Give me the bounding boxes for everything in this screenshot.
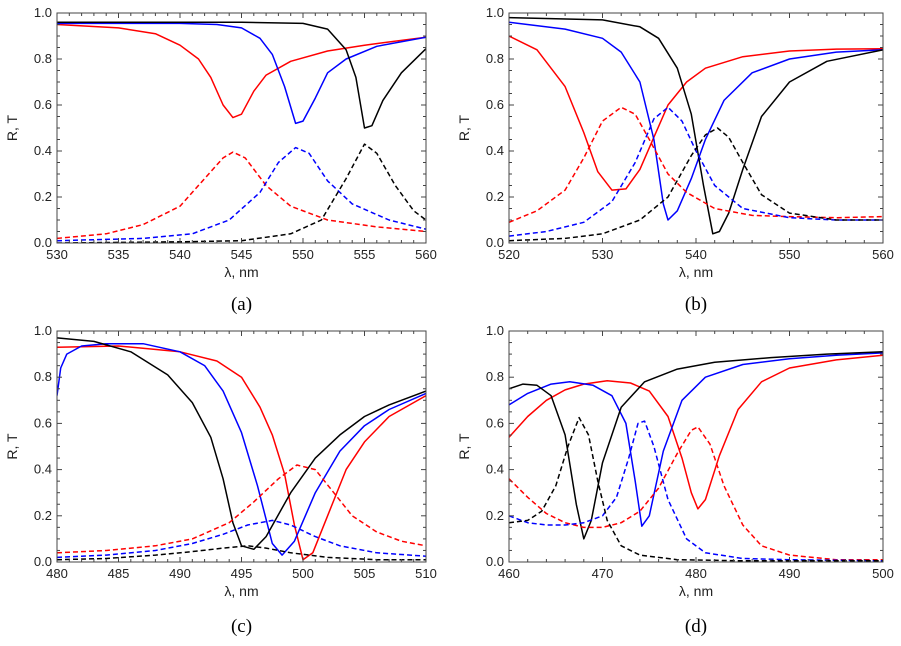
panel-a-y-tick-label: 0.0: [34, 235, 52, 250]
panel-a-series-0-solid-line: [57, 23, 426, 119]
panel-d-series-4-dashed-line: [509, 420, 883, 562]
panel-a-x-tick-label: 550: [292, 247, 314, 262]
panel-a-x-tick-label: 540: [169, 247, 191, 262]
panel-c-series-4-dashed-line: [57, 519, 426, 559]
panel-d-y-tick-label: 0.0: [486, 554, 504, 569]
panel-d-label: (d): [685, 616, 707, 637]
panel-d: 460 470 480 490 500 0.0 0.2 0.4 0.6 0.8 1.0 λ, nm R,…: [456, 323, 894, 637]
panel-a-x-tick-label: 555: [354, 247, 376, 262]
panel-a-frame: [56, 12, 427, 244]
panel-b-series-4-dashed-line: [509, 106, 883, 237]
panel-d-y-tick-label: 1.0: [486, 323, 504, 338]
panel-b-y-tick-label: 0.4: [486, 143, 504, 158]
panel-a-y-axis-label: R, T: [4, 114, 20, 141]
panel-d-x-tick-label: 460: [498, 566, 520, 581]
panel-d-series-0-solid-line: [509, 354, 883, 510]
panel-b-x-axis-label: λ, nm: [679, 264, 713, 280]
panel-a-x-tick-label: 560: [415, 247, 437, 262]
panel-b-series-2-solid-line: [509, 16, 883, 235]
panel-a-y-tick-label: 0.4: [34, 143, 52, 158]
panel-a: 530 535 540 545 550 555 560 0.0 0.2 0.4 0.6 0.8 1.0 λ…: [4, 5, 437, 315]
panel-a-x-tick-label: 545: [231, 247, 253, 262]
panel-a-y-tick-label: 0.6: [34, 97, 52, 112]
panel-b-y-tick-label: 0.2: [486, 189, 504, 204]
panel-b-y-tick-label: 0.0: [486, 235, 504, 250]
panel-c-x-tick-label: 510: [415, 566, 437, 581]
panel-d-x-axis-label: λ, nm: [679, 583, 713, 599]
panel-b-y-tick-label: 0.6: [486, 97, 504, 112]
panel-d-x-tick-label: 490: [779, 566, 801, 581]
panel-a-y-tick-label: 1.0: [34, 5, 52, 20]
panel-c-y-tick-label: 1.0: [34, 323, 52, 338]
panel-c-series-5-dashed-line: [57, 545, 426, 561]
panel-d-x-tick-label: 470: [592, 566, 614, 581]
panel-a-y-tick-label: 0.2: [34, 189, 52, 204]
panel-c-x-tick-label: 485: [108, 566, 130, 581]
panel-b-y-tick-label: 1.0: [486, 5, 504, 20]
panel-b-series-0-solid-line: [509, 35, 883, 191]
panel-b-series-1-solid-line: [509, 21, 883, 221]
panel-c-label: (c): [231, 616, 252, 637]
panel-b-x-tick-label: 520: [498, 247, 520, 262]
panel-c-x-tick-label: 495: [231, 566, 253, 581]
panel-a-x-axis-label: λ, nm: [224, 264, 258, 280]
panel-d-y-tick-label: 0.6: [486, 415, 504, 430]
panel-d-y-tick-label: 0.8: [486, 369, 504, 384]
panel-b-y-tick-label: 0.8: [486, 51, 504, 66]
panel-a-series-5-dashed-line: [57, 143, 426, 243]
panel-a-y-tick-label: 0.8: [34, 51, 52, 66]
panel-c-series-2-solid-line: [57, 337, 426, 551]
panel-d-x-tick-label: 500: [872, 566, 894, 581]
panel-b-x-tick-label: 560: [872, 247, 894, 262]
panel-c-y-tick-label: 0.8: [34, 369, 52, 384]
panel-b: 520 530 540 550 560 0.0 0.2 0.4 0.6 0.8 1.0 λ, nm R,…: [456, 5, 894, 315]
panel-c-y-tick-label: 0.2: [34, 508, 52, 523]
panel-c-x-tick-label: 505: [354, 566, 376, 581]
panel-b-label: (b): [685, 294, 707, 315]
panel-a-label: (a): [231, 294, 252, 315]
panel-b-series-3-dashed-line: [509, 106, 883, 223]
panel-d-y-tick-label: 0.2: [486, 508, 504, 523]
panel-c-series-0-solid-line: [57, 345, 426, 561]
panel-c-x-tick-label: 490: [169, 566, 191, 581]
panel-c-series-1-solid-line: [57, 342, 426, 556]
panel-a-series-3-dashed-line: [57, 151, 426, 240]
panel-d-series-1-solid-line: [509, 352, 883, 527]
panel-d-series-2-solid-line: [509, 351, 883, 540]
panel-c-y-axis-label: R, T: [4, 433, 20, 460]
panel-c-x-axis-label: λ, nm: [224, 583, 258, 599]
panel-a-x-tick-label: 535: [108, 247, 130, 262]
panel-a-series-1-solid-line: [57, 22, 426, 125]
panel-c-y-tick-label: 0.6: [34, 415, 52, 430]
panel-c-y-tick-label: 0.0: [34, 554, 52, 569]
panel-c-y-tick-label: 0.4: [34, 462, 52, 477]
panel-d-x-tick-label: 480: [685, 566, 707, 581]
panel-a-x-tick-label: 530: [46, 247, 68, 262]
panel-b-x-tick-label: 550: [779, 247, 801, 262]
panel-c-x-tick-label: 500: [292, 566, 314, 581]
panel-c-series-3-dashed-line: [57, 464, 426, 554]
panel-c-x-tick-label: 480: [46, 566, 68, 581]
panel-b-x-tick-label: 540: [685, 247, 707, 262]
panel-a-series-2-solid-line: [57, 21, 426, 129]
panel-b-y-axis-label: R, T: [456, 114, 472, 141]
panel-a-series-4-dashed-line: [57, 146, 426, 242]
panel-b-frame: [508, 12, 884, 244]
panel-d-series-3-dashed-line: [509, 426, 883, 561]
panel-b-series-5-dashed-line: [509, 127, 883, 242]
panel-d-series-5-dashed-line: [509, 416, 883, 562]
panel-d-y-tick-label: 0.4: [486, 462, 504, 477]
panel-d-y-axis-label: R, T: [456, 433, 472, 460]
panel-b-x-tick-label: 530: [592, 247, 614, 262]
panel-c: 480 485 490 495 500 505 510 0.0 0.2 0.4 0.6 0.8 1.0 λ…: [4, 323, 437, 637]
